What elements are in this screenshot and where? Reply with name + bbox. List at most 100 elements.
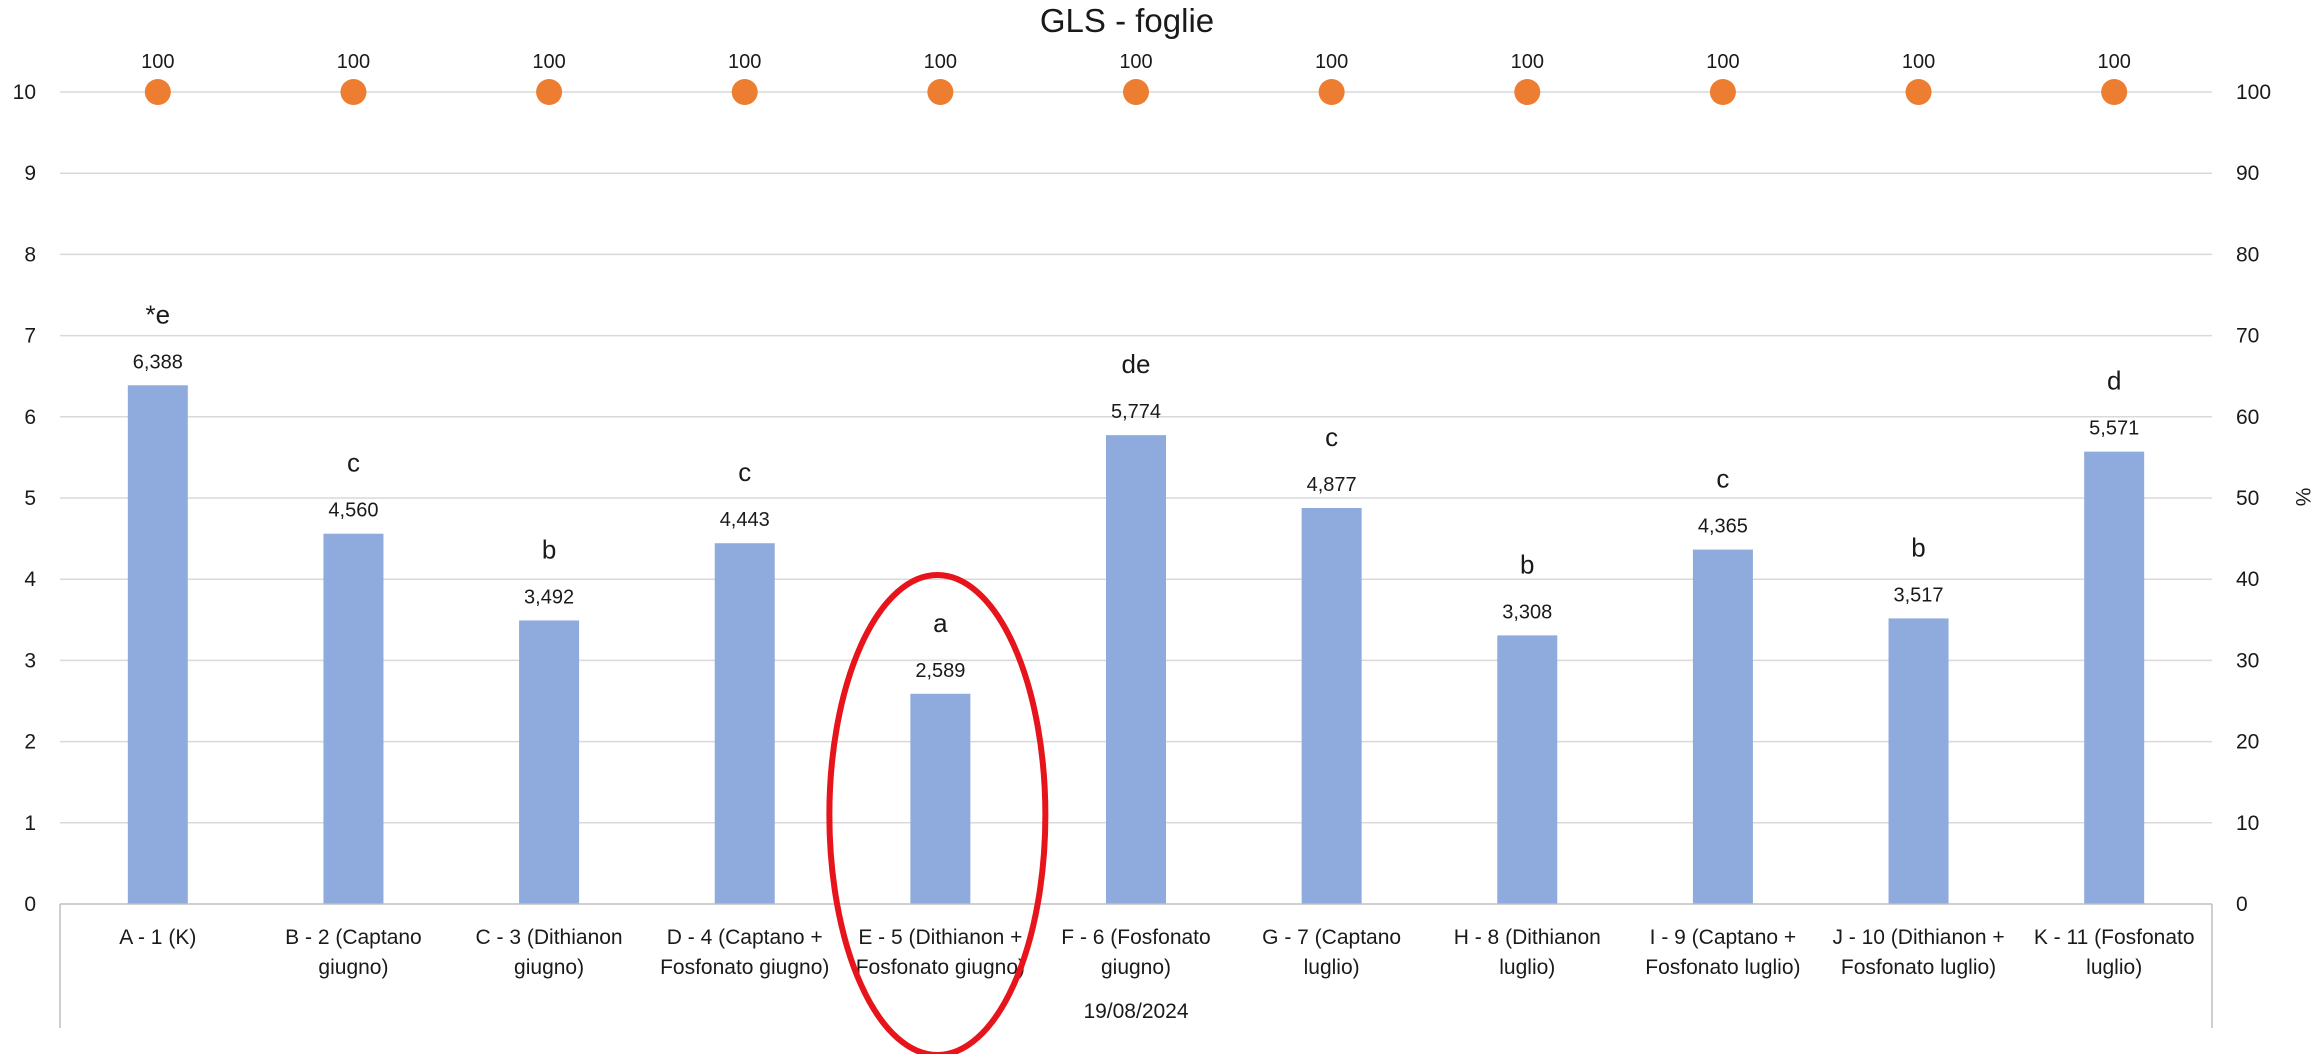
- bar: [323, 533, 384, 904]
- bar-value-label: 4,560: [328, 500, 378, 522]
- percent-series: [144, 79, 2128, 105]
- left-tick-label: 6: [24, 406, 36, 429]
- bar-value-label: 5,774: [1111, 401, 1161, 423]
- significance-letter: c: [1325, 422, 1338, 452]
- category-label: Fosfonato giugno): [856, 956, 1025, 979]
- bar: [910, 693, 971, 904]
- category-label: giugno): [1101, 956, 1171, 979]
- right-tick-label: 90: [2236, 162, 2259, 185]
- percent-value-label: 100: [337, 51, 370, 73]
- right-tick-label: 40: [2236, 568, 2259, 591]
- left-tick-label: 5: [24, 487, 36, 510]
- category-label: Fosfonato luglio): [1645, 956, 1800, 979]
- left-tick-label: 2: [24, 731, 36, 754]
- significance-letter: c: [347, 448, 360, 478]
- percent-marker: [731, 79, 758, 105]
- bar-value-label: 4,877: [1307, 474, 1357, 496]
- percent-marker: [1123, 79, 1149, 105]
- bar-value-label: 6,388: [133, 351, 183, 373]
- bar: [1497, 635, 1558, 904]
- right-tick-label: 20: [2236, 731, 2259, 754]
- right-tick-label: 60: [2236, 406, 2259, 429]
- bar: [519, 620, 580, 904]
- left-tick-label: 7: [24, 325, 36, 348]
- percent-marker: [1514, 79, 1541, 105]
- percent-marker: [144, 79, 171, 105]
- bar-value-label: 4,443: [720, 509, 770, 531]
- right-tick-label: 70: [2236, 325, 2259, 348]
- percent-value-label: 100: [924, 51, 957, 73]
- percent-value-label: 100: [1315, 51, 1348, 73]
- category-label: A - 1 (K): [119, 926, 196, 949]
- percent-marker: [340, 79, 367, 105]
- right-tick-label: 0: [2236, 893, 2248, 916]
- significance-letter: b: [1911, 532, 1925, 562]
- left-tick-label: 3: [24, 649, 36, 672]
- category-label: D - 4 (Captano +: [667, 926, 823, 949]
- percent-value-label: 100: [1706, 51, 1739, 73]
- percent-value-label: 100: [1119, 51, 1152, 73]
- category-label: H - 8 (Dithianon: [1454, 926, 1601, 949]
- percent-marker: [927, 79, 954, 105]
- right-axis-label: %: [2291, 488, 2314, 507]
- data-labels: 6,388 *e 100 4,560 c 100 3,492 b 100 4,443 c 100 2,5…: [133, 51, 2139, 682]
- percent-value-label: 100: [728, 51, 761, 73]
- significance-letter: c: [1716, 464, 1729, 494]
- chart-title: GLS - foglie: [1040, 2, 1214, 39]
- category-label: C - 3 (Dithianon: [476, 926, 623, 949]
- left-tick-label: 8: [24, 243, 36, 266]
- category-label: B - 2 (Captano: [285, 926, 422, 949]
- significance-letter: c: [738, 457, 751, 487]
- category-label: luglio): [2086, 956, 2142, 979]
- percent-value-label: 100: [141, 51, 174, 73]
- group-label: 19/08/2024: [1083, 1000, 1188, 1023]
- bar-value-label: 4,365: [1698, 516, 1748, 538]
- percent-marker: [1318, 79, 1345, 105]
- category-label: Fosfonato luglio): [1841, 956, 1996, 979]
- category-label: K - 11 (Fosfonato: [2034, 926, 2195, 949]
- right-tick-label: 10: [2236, 812, 2259, 835]
- left-tick-label: 4: [24, 568, 36, 591]
- bar: [1106, 435, 1166, 904]
- percent-marker: [1709, 79, 1736, 105]
- category-label: G - 7 (Captano: [1262, 926, 1401, 949]
- bar: [1888, 618, 1949, 904]
- category-label: J - 10 (Dithianon +: [1832, 926, 2004, 949]
- left-tick-label: 0: [24, 893, 36, 916]
- category-label: I - 9 (Captano +: [1650, 926, 1797, 949]
- bar: [127, 385, 188, 904]
- bar: [1692, 549, 1753, 904]
- right-tick-label: 30: [2236, 649, 2259, 672]
- bar-series: [127, 385, 2145, 904]
- significance-letter: b: [1520, 549, 1534, 579]
- category-label: Fosfonato giugno): [660, 956, 829, 979]
- percent-marker: [1905, 79, 1932, 105]
- percent-value-label: 100: [1902, 51, 1935, 73]
- category-label: F - 6 (Fosfonato: [1061, 926, 1210, 949]
- bar-value-label: 3,517: [1894, 584, 1944, 606]
- right-tick-label: 100: [2236, 81, 2271, 104]
- bar: [2084, 451, 2145, 904]
- right-tick-label: 80: [2236, 243, 2259, 266]
- bar: [1301, 507, 1362, 904]
- bar-value-label: 2,589: [915, 660, 965, 682]
- significance-letter: *e: [146, 299, 171, 329]
- right-tick-label: 50: [2236, 487, 2259, 510]
- significance-letter: d: [2107, 366, 2121, 396]
- percent-value-label: 100: [1511, 51, 1544, 73]
- bar: [714, 543, 775, 904]
- percent-marker: [2101, 79, 2128, 105]
- category-label: giugno): [514, 956, 584, 979]
- significance-letter: de: [1122, 349, 1151, 379]
- category-label: E - 5 (Dithianon +: [858, 926, 1022, 949]
- percent-value-label: 100: [532, 51, 565, 73]
- significance-letter: a: [933, 608, 948, 638]
- left-tick-label: 1: [24, 812, 36, 835]
- category-label: giugno): [318, 956, 388, 979]
- bar-value-label: 3,308: [1502, 601, 1552, 623]
- bar-value-label: 3,492: [524, 586, 574, 608]
- percent-marker: [536, 79, 563, 105]
